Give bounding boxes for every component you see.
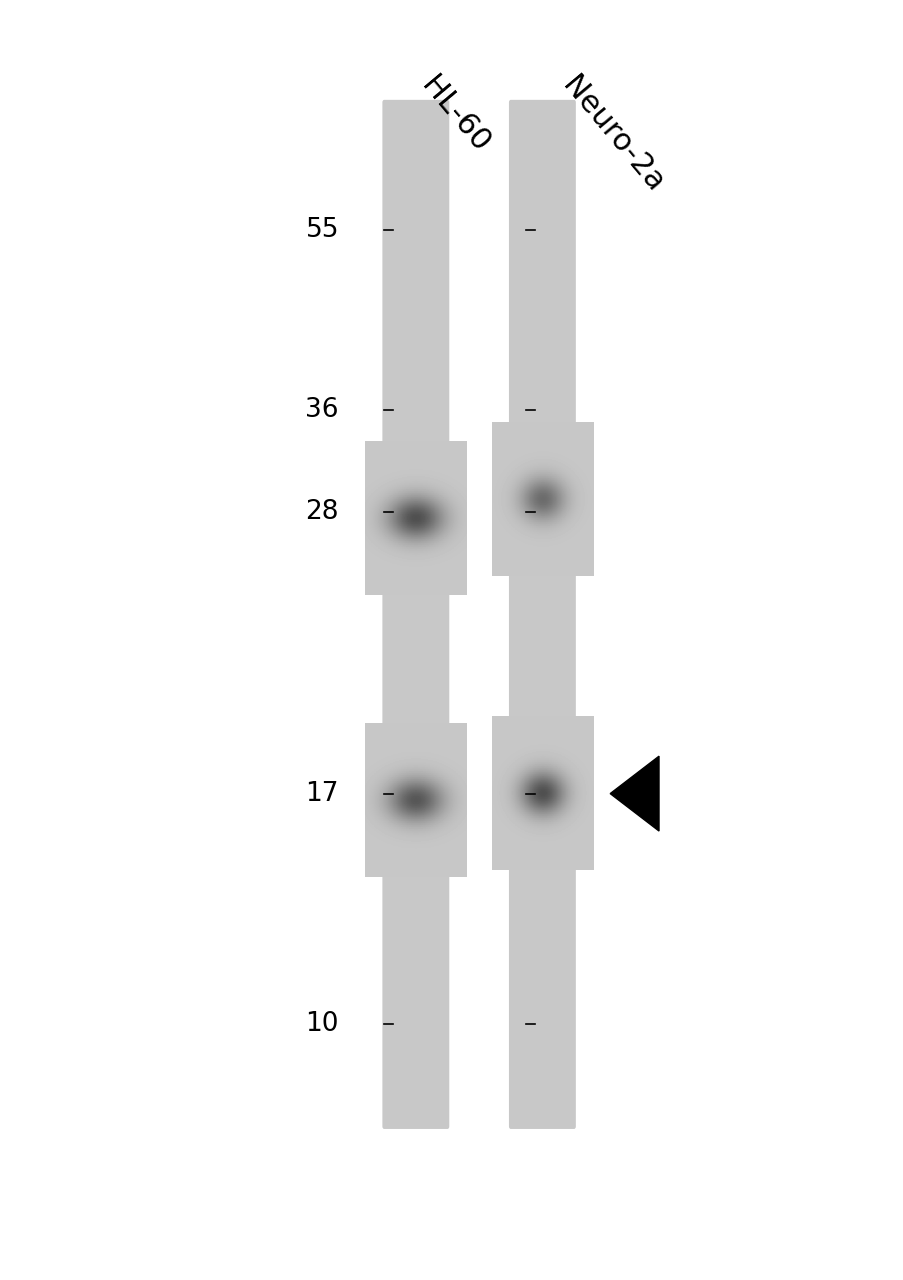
- Text: 55: 55: [305, 218, 339, 243]
- FancyBboxPatch shape: [508, 100, 575, 1129]
- Text: HL-60: HL-60: [415, 70, 495, 157]
- Polygon shape: [610, 756, 658, 831]
- Text: 28: 28: [305, 499, 339, 525]
- Text: 36: 36: [305, 397, 339, 422]
- Text: 10: 10: [305, 1011, 339, 1037]
- Text: Neuro-2a: Neuro-2a: [555, 70, 668, 197]
- Text: 17: 17: [305, 781, 339, 806]
- FancyBboxPatch shape: [382, 100, 449, 1129]
